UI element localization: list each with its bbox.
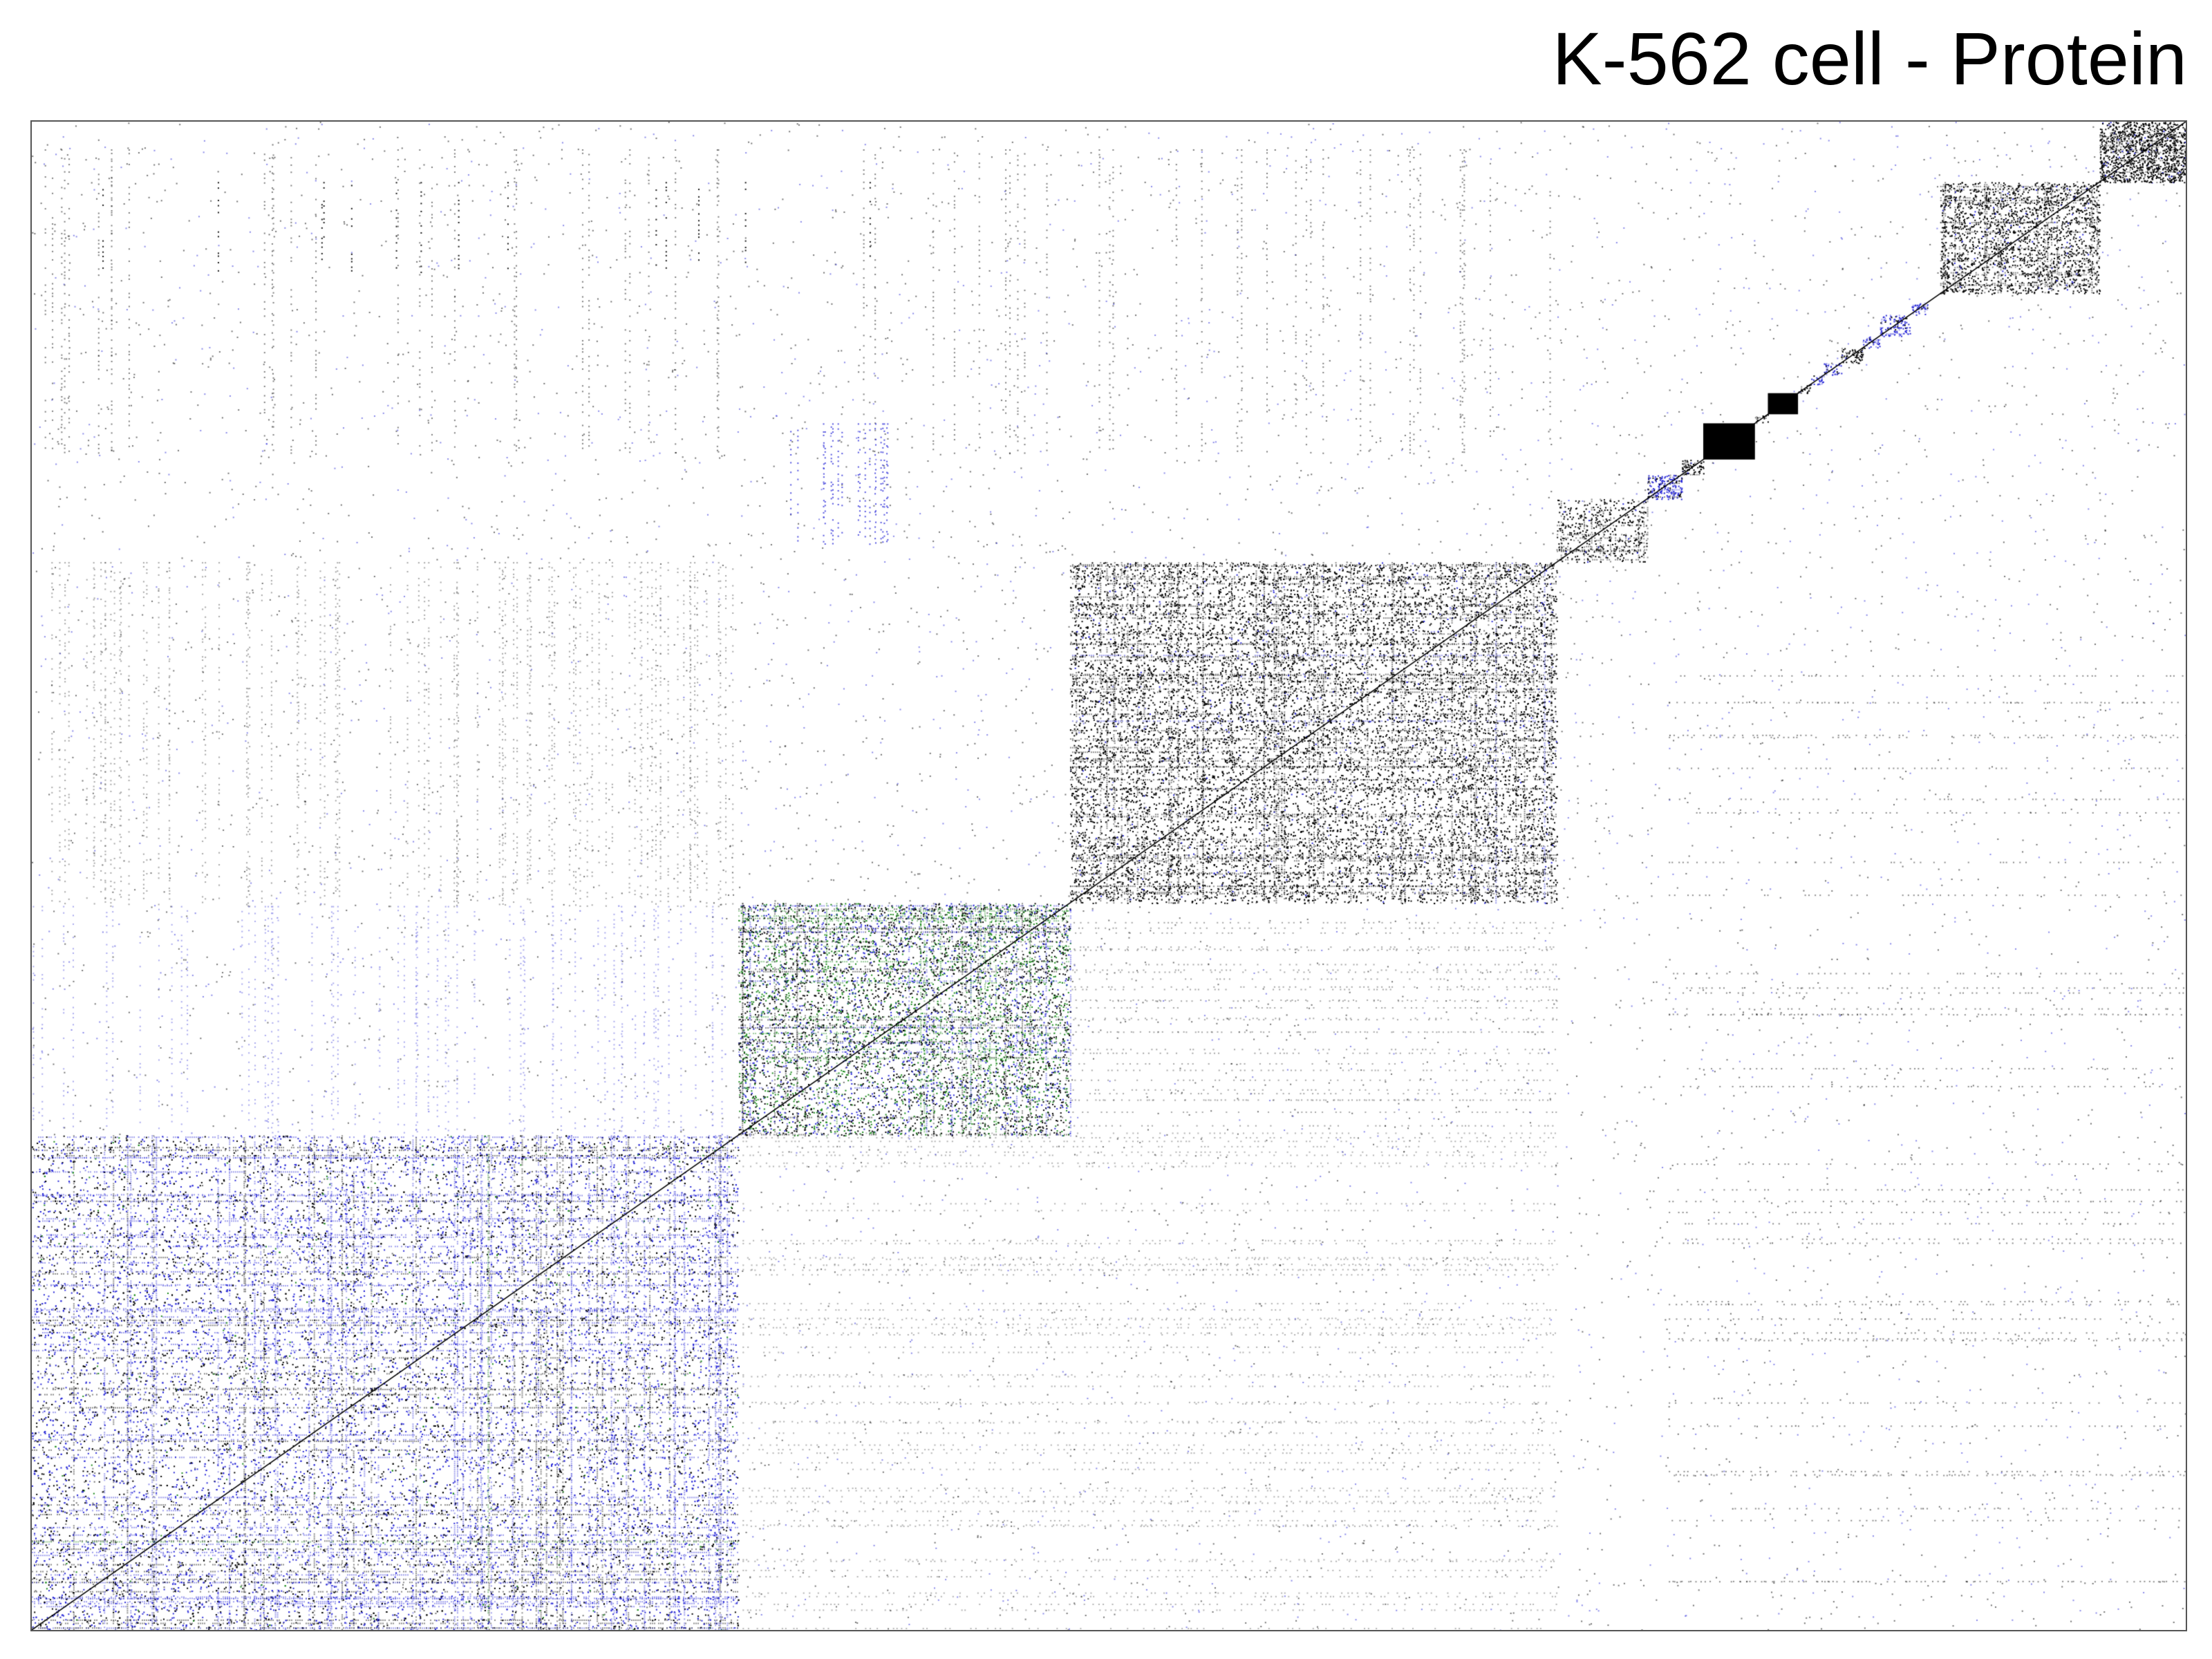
cluster-block-13 — [1841, 348, 1862, 363]
cluster-block-8 — [1755, 414, 1768, 423]
heatmap-cluster-blocks — [32, 122, 2186, 1630]
cluster-block-18 — [2099, 122, 2186, 182]
cluster-block-3 — [1070, 562, 1557, 903]
heatmap-plot-area — [30, 120, 2187, 1631]
cluster-block-10 — [1798, 384, 1811, 393]
cluster-block-4 — [1557, 499, 1647, 563]
cluster-block-12 — [1824, 363, 1841, 375]
cluster-block-1 — [32, 1135, 738, 1630]
cluster-block-2 — [738, 903, 1070, 1135]
cluster-block-11 — [1811, 375, 1824, 384]
cluster-block-6 — [1682, 460, 1703, 475]
cluster-block-17 — [1940, 182, 2100, 293]
heatmap-cells — [32, 122, 2186, 1630]
cluster-block-5 — [1647, 475, 1682, 499]
cluster-block-15 — [1880, 315, 1911, 336]
cluster-block-7 — [1703, 423, 1755, 459]
chart-title: K-562 cell - Protein — [1552, 17, 2187, 100]
cluster-block-14 — [1863, 336, 1880, 348]
cluster-block-9 — [1768, 393, 1798, 415]
cluster-block-16 — [1910, 303, 1927, 315]
